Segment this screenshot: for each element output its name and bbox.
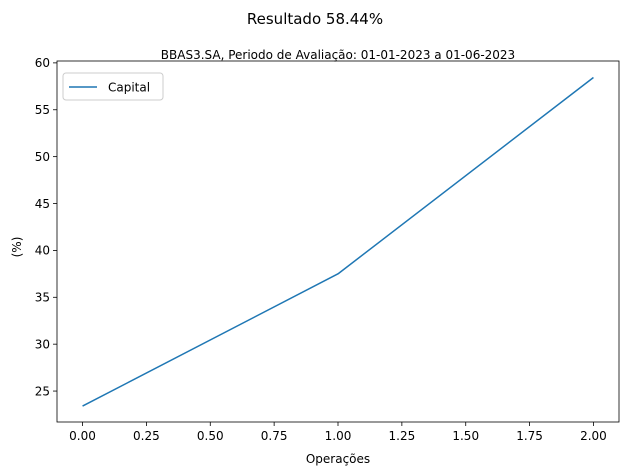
legend-label-capital: Capital <box>108 81 150 95</box>
y-tick-label: 55 <box>35 103 50 117</box>
x-axis-ticks: 0.00 0.25 0.50 0.75 1.00 1.25 1.50 1.75 2.00 <box>69 422 607 443</box>
x-tick-label: 2.00 <box>580 429 607 443</box>
series-line-capital <box>82 76 594 407</box>
x-axis-label: Operações <box>306 452 370 466</box>
x-tick-label: 1.75 <box>516 429 543 443</box>
x-tick-label: 1.50 <box>452 429 479 443</box>
y-tick-label: 35 <box>35 291 50 305</box>
y-tick-label: 25 <box>35 384 50 398</box>
chart-suptitle: Resultado 58.44% <box>247 10 383 28</box>
y-tick-label: 45 <box>35 197 50 211</box>
y-axis-label: (%) <box>10 237 24 258</box>
y-axis-ticks: 25 30 35 40 45 50 55 60 <box>35 56 57 398</box>
y-tick-label: 60 <box>35 56 50 70</box>
x-tick-label: 0.50 <box>197 429 224 443</box>
x-tick-label: 0.00 <box>69 429 96 443</box>
x-tick-label: 0.25 <box>133 429 160 443</box>
plot-area-frame <box>56 60 620 423</box>
x-tick-label: 1.25 <box>389 429 416 443</box>
y-tick-label: 50 <box>35 150 50 164</box>
chart-legend: Capital <box>62 72 164 101</box>
x-tick-label: 0.75 <box>261 429 288 443</box>
y-tick-label: 30 <box>35 337 50 351</box>
series-layer <box>82 76 594 407</box>
y-tick-label: 40 <box>35 244 50 258</box>
x-tick-label: 1.00 <box>325 429 352 443</box>
legend-box <box>62 72 164 101</box>
chart-title: BBAS3.SA, Periodo de Avaliação: 01-01-20… <box>161 48 515 62</box>
